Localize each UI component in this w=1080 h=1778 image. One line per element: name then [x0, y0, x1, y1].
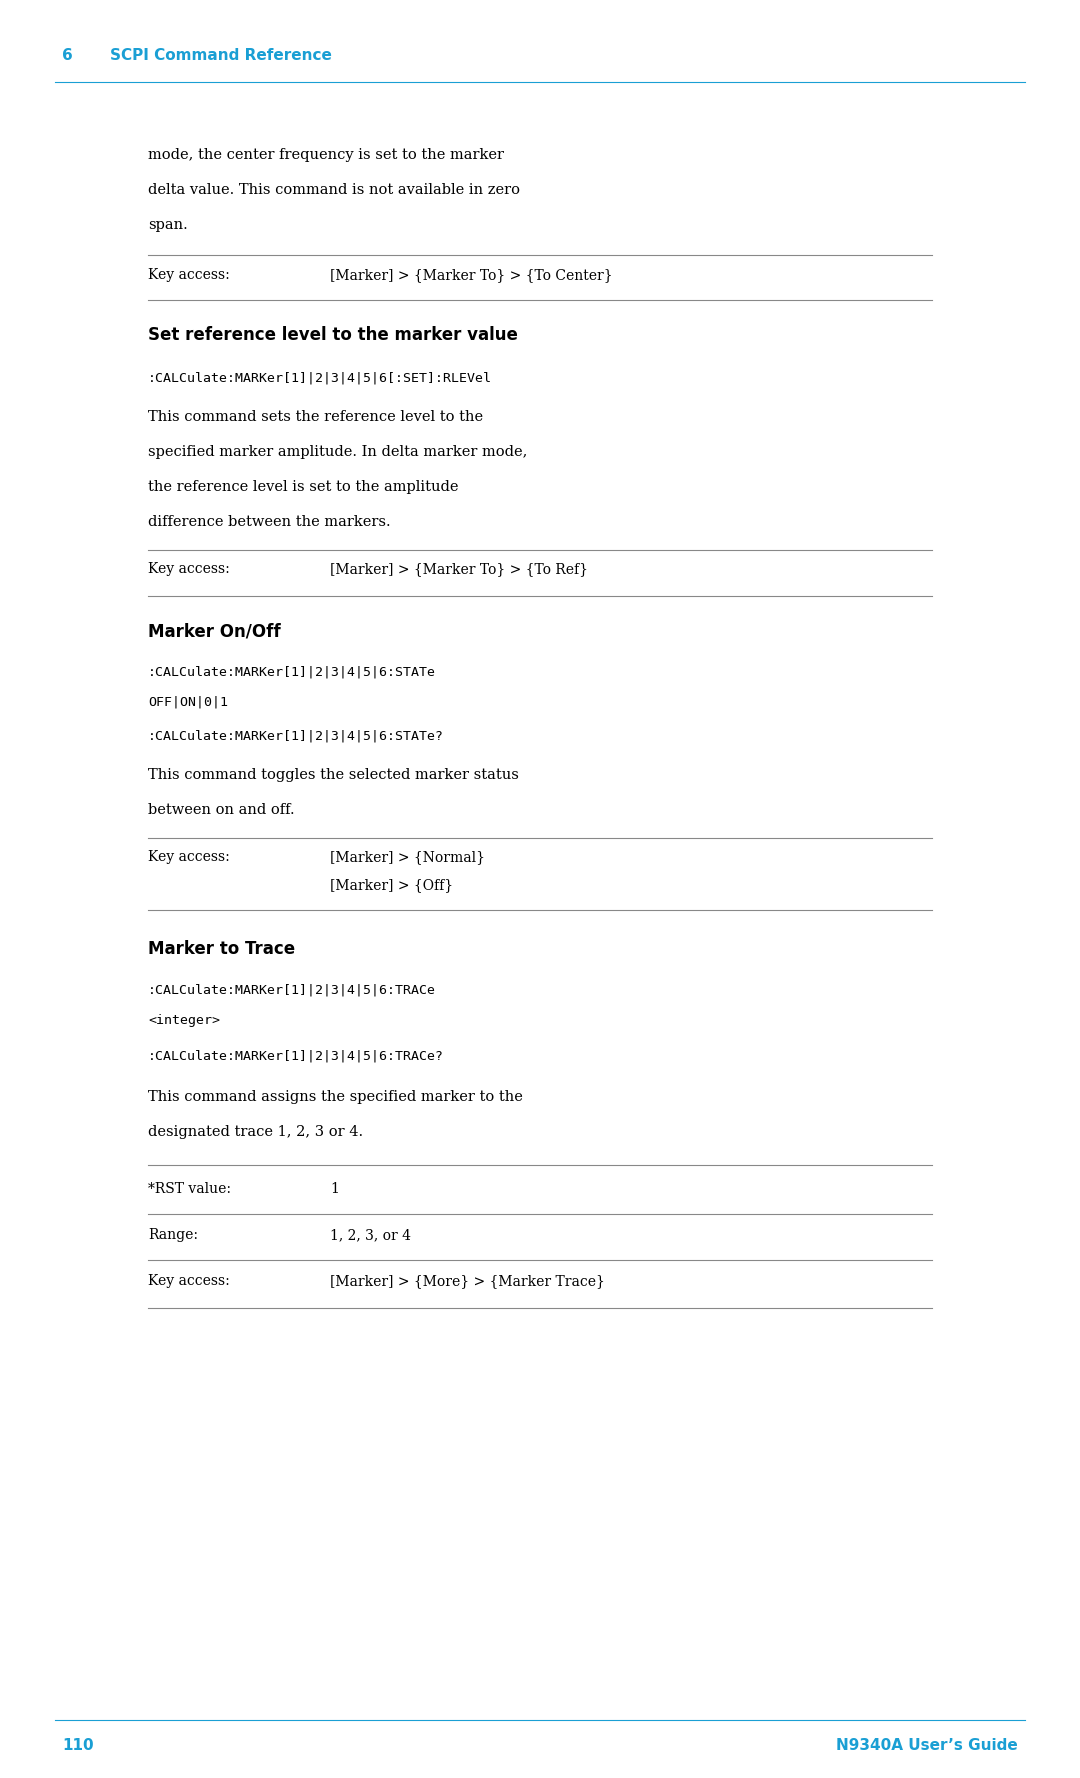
Text: Range:: Range:: [148, 1229, 198, 1243]
Text: :CALCulate:MARKer[1]|2|3|4|5|6:STATe: :CALCulate:MARKer[1]|2|3|4|5|6:STATe: [148, 665, 436, 677]
Text: :CALCulate:MARKer[1]|2|3|4|5|6:TRACe?: :CALCulate:MARKer[1]|2|3|4|5|6:TRACe?: [148, 1051, 444, 1063]
Text: 1: 1: [330, 1182, 339, 1197]
Text: span.: span.: [148, 219, 188, 231]
Text: This command assigns the specified marker to the: This command assigns the specified marke…: [148, 1090, 523, 1104]
Text: :CALCulate:MARKer[1]|2|3|4|5|6:TRACe: :CALCulate:MARKer[1]|2|3|4|5|6:TRACe: [148, 983, 436, 997]
Text: OFF|ON|0|1: OFF|ON|0|1: [148, 695, 228, 708]
Text: *RST value:: *RST value:: [148, 1182, 231, 1197]
Text: [Marker] > {Marker To} > {To Center}: [Marker] > {Marker To} > {To Center}: [330, 268, 612, 283]
Text: [Marker] > {Off}: [Marker] > {Off}: [330, 878, 454, 893]
Text: This command sets the reference level to the: This command sets the reference level to…: [148, 411, 483, 423]
Text: mode, the center frequency is set to the marker: mode, the center frequency is set to the…: [148, 148, 504, 162]
Text: between on and off.: between on and off.: [148, 804, 295, 818]
Text: Key access:: Key access:: [148, 268, 230, 283]
Text: 1, 2, 3, or 4: 1, 2, 3, or 4: [330, 1229, 411, 1243]
Text: designated trace 1, 2, 3 or 4.: designated trace 1, 2, 3 or 4.: [148, 1125, 363, 1140]
Text: specified marker amplitude. In delta marker mode,: specified marker amplitude. In delta mar…: [148, 444, 527, 459]
Text: SCPI Command Reference: SCPI Command Reference: [110, 48, 332, 62]
Text: Set reference level to the marker value: Set reference level to the marker value: [148, 325, 518, 343]
Text: This command toggles the selected marker status: This command toggles the selected marker…: [148, 768, 518, 782]
Text: [Marker] > {Normal}: [Marker] > {Normal}: [330, 850, 485, 864]
Text: Key access:: Key access:: [148, 562, 230, 576]
Text: [Marker] > {Marker To} > {To Ref}: [Marker] > {Marker To} > {To Ref}: [330, 562, 588, 576]
Text: Key access:: Key access:: [148, 850, 230, 864]
Text: Marker On/Off: Marker On/Off: [148, 622, 281, 640]
Text: <integer>: <integer>: [148, 1013, 220, 1028]
Text: :CALCulate:MARKer[1]|2|3|4|5|6[:SET]:RLEVel: :CALCulate:MARKer[1]|2|3|4|5|6[:SET]:RLE…: [148, 372, 492, 386]
Text: :CALCulate:MARKer[1]|2|3|4|5|6:STATe?: :CALCulate:MARKer[1]|2|3|4|5|6:STATe?: [148, 731, 444, 743]
Text: Key access:: Key access:: [148, 1275, 230, 1287]
Text: the reference level is set to the amplitude: the reference level is set to the amplit…: [148, 480, 459, 494]
Text: difference between the markers.: difference between the markers.: [148, 516, 391, 530]
Text: Marker to Trace: Marker to Trace: [148, 941, 295, 958]
Text: N9340A User’s Guide: N9340A User’s Guide: [836, 1739, 1018, 1753]
Text: delta value. This command is not available in zero: delta value. This command is not availab…: [148, 183, 519, 197]
Text: 6: 6: [62, 48, 72, 62]
Text: 110: 110: [62, 1739, 94, 1753]
Text: [Marker] > {More} > {Marker Trace}: [Marker] > {More} > {Marker Trace}: [330, 1275, 605, 1287]
